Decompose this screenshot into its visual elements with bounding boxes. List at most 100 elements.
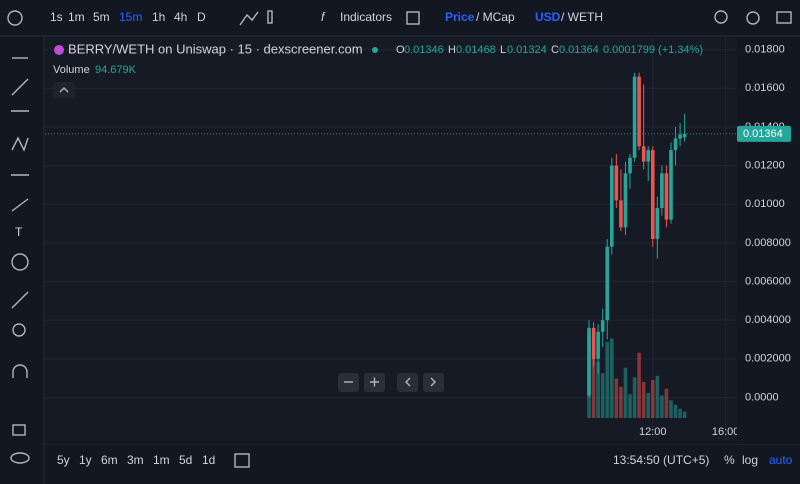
candle-body xyxy=(655,208,660,239)
candle-body xyxy=(650,150,655,239)
y-tick-label: 0.006000 xyxy=(745,275,791,287)
interval[interactable]: 1s xyxy=(50,10,63,24)
pattern[interactable] xyxy=(11,136,29,152)
plus-icon xyxy=(370,377,379,387)
plot: 12:00 16:00 0.0000 0.002000 0.004000 0.006000… xyxy=(45,38,800,444)
candle-body xyxy=(614,165,619,201)
candle-type[interactable] xyxy=(267,10,273,24)
layouts[interactable] xyxy=(406,11,420,25)
interval[interactable]: 1h xyxy=(152,10,165,24)
measure[interactable] xyxy=(11,291,29,309)
volume-name: Volume xyxy=(53,64,90,76)
range[interactable]: 1m xyxy=(153,453,170,467)
candle-body xyxy=(660,173,664,209)
interval[interactable]: 4h xyxy=(174,10,187,24)
candle-body xyxy=(669,150,673,220)
x-tick-label: 16:00 xyxy=(712,426,740,438)
ohlc-value: 0.01346 xyxy=(404,44,444,56)
candle-body xyxy=(591,327,596,359)
ohlc-letter: L xyxy=(500,44,506,56)
icons-tool[interactable] xyxy=(11,253,29,271)
indicators[interactable]: Indicators xyxy=(340,10,392,24)
x-tick-label: 12:00 xyxy=(639,426,667,438)
scroll-right[interactable] xyxy=(423,373,444,392)
visibility[interactable] xyxy=(10,452,30,464)
range[interactable]: 1y xyxy=(79,453,92,467)
range[interactable]: 6m xyxy=(101,453,118,467)
volume-bar xyxy=(619,386,623,418)
collapse-button[interactable] xyxy=(53,82,75,98)
volume-bar xyxy=(596,361,600,418)
chart-type[interactable] xyxy=(239,11,259,26)
status-dot xyxy=(372,47,378,53)
volume-bar xyxy=(632,377,637,418)
zoom[interactable] xyxy=(12,323,26,337)
clock: 13:54:50 (UTC+5) xyxy=(613,453,709,467)
volume-bar xyxy=(610,338,614,418)
ohlc-value: 0.01364 xyxy=(559,44,599,56)
candle-body xyxy=(628,157,632,174)
interval[interactable]: 1m xyxy=(68,10,85,24)
range[interactable]: 5y xyxy=(57,453,70,467)
volume-value: 94.679K xyxy=(95,64,137,76)
volume-bar xyxy=(669,400,673,418)
add-symbol[interactable] xyxy=(7,10,23,26)
weth-toggle[interactable]: / WETH xyxy=(561,10,603,24)
range[interactable]: 5d xyxy=(179,453,192,467)
y-tick-label: 0.008000 xyxy=(745,237,791,249)
volume-bar xyxy=(678,408,682,418)
screenshot[interactable] xyxy=(776,11,792,24)
fx-icon[interactable]: f xyxy=(321,10,326,24)
volume-bar xyxy=(637,352,641,418)
candle-body xyxy=(637,76,641,147)
candle-body xyxy=(587,327,591,396)
candle-body xyxy=(664,173,669,220)
search[interactable] xyxy=(714,10,728,24)
candle-body xyxy=(682,133,687,138)
range[interactable]: 1d xyxy=(202,453,215,467)
usd-toggle[interactable]: USD xyxy=(535,10,561,24)
interval[interactable]: 5m xyxy=(93,10,110,24)
left-icon xyxy=(405,377,411,387)
volume-bar xyxy=(628,394,632,418)
interval[interactable]: D xyxy=(197,10,206,24)
candle-body xyxy=(632,76,637,158)
right-icon xyxy=(430,377,436,387)
scroll-left[interactable] xyxy=(397,373,418,392)
log-toggle[interactable]: log xyxy=(742,453,758,467)
trend-line[interactable] xyxy=(11,78,29,96)
ohlc-letter: H xyxy=(448,44,456,56)
settings[interactable] xyxy=(746,11,760,25)
chart-title: BERRY/WETH on Uniswap · 15 · dexscreener… xyxy=(68,41,363,56)
y-tick-label: 0.01800 xyxy=(745,44,785,56)
volume-bar xyxy=(591,351,596,418)
percent-toggle[interactable]: % xyxy=(724,453,735,467)
candle-body xyxy=(678,134,682,139)
range[interactable]: 3m xyxy=(127,453,144,467)
ohlc-letter: O xyxy=(396,44,405,56)
volume-bar xyxy=(660,395,664,418)
drawing-tools: T xyxy=(10,57,30,464)
nav-buttons xyxy=(338,373,444,392)
price-axis xyxy=(737,38,800,444)
brush[interactable] xyxy=(11,198,29,212)
y-tick-label: 0.01200 xyxy=(745,159,785,171)
volume-bar xyxy=(623,367,628,418)
text-tool[interactable]: T xyxy=(15,225,23,239)
date-range[interactable] xyxy=(234,453,250,468)
candle-body xyxy=(646,150,651,162)
volume-bar xyxy=(673,404,678,418)
token-icon xyxy=(54,45,64,55)
auto-toggle[interactable]: auto xyxy=(769,453,793,467)
candle-body xyxy=(600,320,605,332)
magnet[interactable] xyxy=(12,364,28,378)
candle-body xyxy=(623,173,628,228)
candle-body xyxy=(673,138,678,151)
ohlc-value: 0.01324 xyxy=(507,44,547,56)
last-price-tag xyxy=(737,125,791,142)
interval-active[interactable]: 15m xyxy=(119,10,142,24)
mcap-toggle[interactable]: / MCap xyxy=(476,10,515,24)
price-toggle[interactable]: Price xyxy=(445,10,475,24)
lock[interactable] xyxy=(12,424,26,436)
ohlc-letter: C xyxy=(551,44,559,56)
